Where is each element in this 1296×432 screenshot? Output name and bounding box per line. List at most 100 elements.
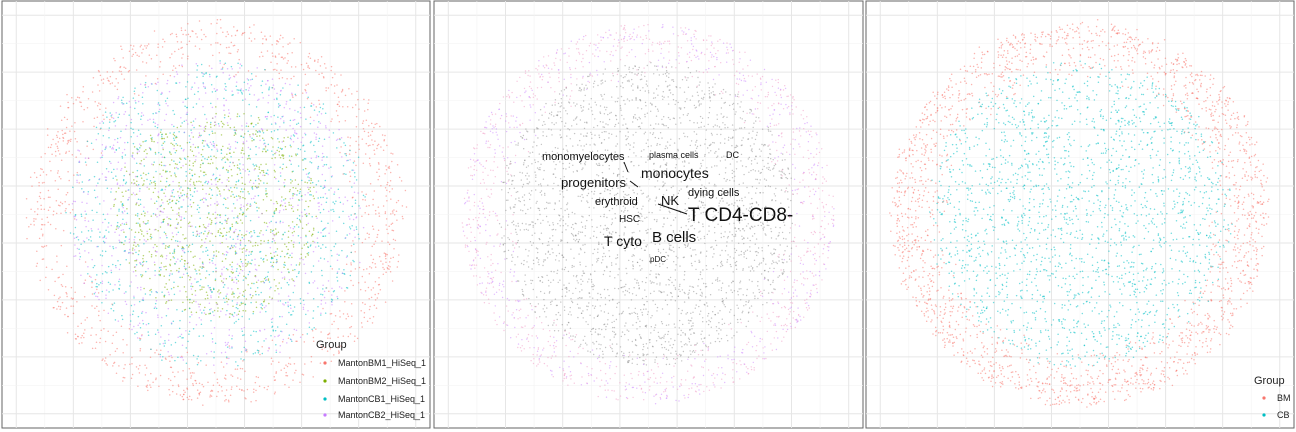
scatter-point [209, 394, 212, 396]
scatter-point [297, 137, 299, 139]
scatter-point [198, 132, 201, 134]
scatter-point [228, 180, 230, 182]
scatter-point [176, 269, 178, 272]
scatter-point [281, 315, 283, 318]
scatter-point [372, 228, 375, 230]
scatter-point [267, 143, 270, 146]
scatter-point [218, 289, 220, 291]
scatter-point [307, 83, 309, 85]
scatter-point [213, 142, 215, 145]
scatter-point [393, 248, 395, 250]
scatter-point [773, 248, 775, 250]
scatter-point [223, 188, 225, 191]
scatter-point [306, 333, 309, 335]
scatter-point [188, 244, 191, 247]
scatter-point [56, 261, 58, 263]
scatter-point [283, 266, 285, 269]
scatter-point [280, 369, 282, 371]
scatter-point [186, 43, 188, 46]
scatter-point [248, 26, 251, 29]
scatter-point [65, 211, 67, 214]
scatter-point [231, 175, 233, 177]
scatter-point [80, 322, 83, 325]
scatter-point [292, 310, 294, 312]
scatter-point [195, 62, 198, 65]
scatter-point [236, 268, 238, 270]
scatter-point [235, 361, 237, 363]
scatter-point [241, 147, 244, 149]
scatter-point [266, 182, 268, 184]
scatter-point [606, 229, 608, 231]
scatter-point [290, 163, 292, 165]
scatter-point [160, 161, 163, 163]
scatter-point [339, 310, 341, 312]
scatter-point [282, 46, 284, 48]
scatter-point [297, 84, 299, 86]
scatter-point [150, 215, 153, 217]
scatter-point [261, 91, 264, 94]
scatter-point [222, 157, 224, 160]
scatter-point [318, 209, 320, 211]
scatter-point [139, 83, 142, 86]
scatter-point [361, 122, 364, 125]
scatter-point [194, 278, 196, 280]
scatter-point [136, 337, 139, 339]
scatter-point [390, 223, 393, 226]
scatter-point [216, 148, 218, 151]
scatter-point [83, 108, 85, 111]
scatter-point [531, 163, 533, 165]
scatter-point [170, 354, 172, 357]
scatter-point [101, 254, 104, 257]
scatter-point [363, 311, 366, 314]
scatter-point [189, 315, 191, 318]
scatter-point [168, 184, 170, 187]
scatter-point [287, 301, 289, 304]
scatter-point [527, 229, 529, 231]
scatter-point [255, 306, 258, 309]
scatter-point [366, 232, 369, 235]
scatter-point [706, 233, 709, 236]
scatter-point [102, 213, 105, 216]
scatter-point [305, 224, 308, 226]
scatter-point [374, 209, 377, 212]
scatter-point [185, 362, 188, 365]
scatter-point [325, 163, 328, 166]
scatter-point [282, 163, 284, 166]
scatter-point [165, 170, 167, 172]
scatter-point [282, 140, 285, 142]
scatter-point [60, 244, 63, 247]
scatter-point [254, 268, 257, 271]
scatter-point [644, 217, 646, 219]
scatter-point [196, 397, 199, 399]
scatter-point [543, 208, 546, 210]
scatter-point [91, 258, 93, 261]
scatter-point [220, 152, 223, 155]
scatter-point [265, 190, 267, 192]
scatter-point [240, 358, 242, 360]
scatter-point [276, 92, 278, 95]
scatter-point [731, 158, 734, 160]
scatter-point [220, 351, 223, 354]
scatter-point [286, 253, 288, 255]
scatter-point [101, 120, 103, 123]
scatter-point [157, 103, 159, 106]
scatter-point [233, 322, 236, 324]
scatter-point [312, 310, 315, 312]
scatter-point [190, 215, 193, 217]
scatter-point [343, 142, 345, 144]
scatter-point [372, 204, 374, 206]
scatter-point [98, 236, 101, 238]
scatter-point [76, 179, 78, 182]
scatter-point [116, 221, 119, 224]
scatter-point [621, 82, 624, 84]
scatter-point [109, 112, 111, 114]
scatter-point [166, 236, 168, 239]
scatter-point [84, 250, 86, 252]
scatter-point [219, 292, 222, 294]
scatter-point [101, 282, 104, 285]
scatter-point [210, 350, 213, 353]
scatter-point [301, 227, 304, 229]
scatter-point [207, 297, 209, 299]
scatter-point [351, 186, 353, 188]
scatter-point [731, 240, 733, 242]
